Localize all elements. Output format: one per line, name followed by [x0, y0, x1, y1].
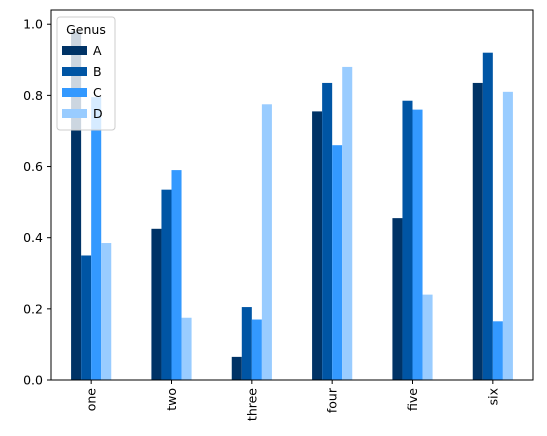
bar-C-six — [492, 321, 503, 380]
x-axis: one two three four five six — [84, 380, 500, 421]
legend-label-B: B — [93, 64, 102, 79]
series-A — [71, 31, 483, 381]
bar-B-five — [402, 100, 413, 380]
bar-C-one — [91, 97, 102, 380]
x-tick-label-two: two — [164, 388, 179, 411]
y-axis: 0.0 0.2 0.4 0.6 0.8 1.0 — [23, 17, 51, 388]
bar-A-three — [231, 356, 242, 381]
series-C — [91, 97, 503, 381]
legend-title: Genus — [66, 22, 106, 37]
legend-swatch-A — [62, 46, 87, 55]
bar-B-three — [241, 307, 252, 380]
bar-A-two — [151, 228, 162, 380]
bar-B-four — [322, 82, 333, 381]
series-D — [101, 66, 513, 381]
legend-swatch-C — [62, 88, 87, 97]
bar-C-two — [171, 170, 182, 380]
bar-C-five — [412, 109, 423, 381]
axes-frame — [50, 9, 534, 381]
x-tick-label-three: three — [244, 388, 259, 421]
bar-D-one — [101, 243, 112, 380]
bar-D-four — [342, 66, 353, 381]
bar-B-six — [482, 52, 493, 380]
y-tick-label: 1.0 — [23, 17, 43, 32]
bar-A-four — [312, 111, 323, 380]
y-tick-label: 0.8 — [23, 88, 43, 103]
y-tick-label: 0.4 — [23, 230, 43, 245]
bar-B-two — [161, 189, 172, 380]
bar-D-five — [422, 294, 433, 380]
bar-C-four — [332, 145, 343, 380]
bar-C-three — [251, 319, 262, 380]
bar-B-one — [81, 255, 92, 380]
bar-A-six — [472, 82, 483, 381]
bar-D-two — [181, 317, 192, 380]
x-tick-label-four: four — [325, 387, 340, 413]
legend-swatch-B — [62, 67, 87, 76]
bar-A-one — [71, 31, 82, 380]
x-tick-label-six: six — [485, 388, 500, 405]
series-B — [81, 52, 493, 381]
legend-label-A: A — [93, 43, 102, 58]
y-tick-label: 0.2 — [23, 301, 43, 316]
legend-label-C: C — [93, 85, 102, 100]
x-tick-label-five: five — [405, 388, 420, 411]
bar-A-five — [392, 218, 403, 381]
bar-D-three — [261, 104, 272, 380]
bar-D-six — [502, 91, 513, 380]
bars — [71, 31, 513, 381]
legend-label-D: D — [93, 106, 103, 121]
legend-swatch-D — [62, 109, 87, 118]
y-tick-label: 0.6 — [23, 159, 43, 174]
x-tick-label-one: one — [84, 388, 99, 412]
y-tick-label: 0.0 — [23, 373, 43, 388]
